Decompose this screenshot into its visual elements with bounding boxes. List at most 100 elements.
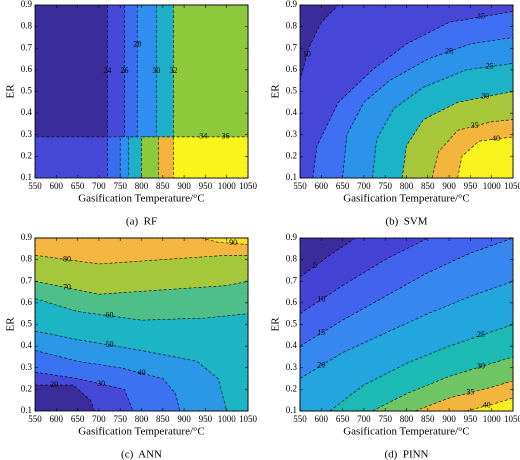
y-tick-label: 0.2	[21, 383, 32, 393]
contour-label: 25	[486, 61, 494, 70]
y-tick-label: 0.5	[21, 86, 33, 96]
contour-label: 40	[492, 134, 500, 143]
y-tick-label: 0.1	[286, 405, 297, 415]
contour-label: 25	[477, 330, 485, 339]
x-tick-label: 850	[156, 414, 170, 424]
y-tick-label: 0.9	[286, 0, 298, 9]
x-axis-label: Gasification Temperature/°C	[343, 193, 470, 205]
x-tick-label: 800	[400, 414, 414, 424]
y-tick-label: 0.6	[286, 64, 298, 74]
y-tick-label: 0.8	[286, 254, 298, 264]
contour-label: 40	[138, 368, 146, 377]
x-tick-label: 650	[336, 181, 350, 191]
y-tick-label: 0.4	[21, 107, 33, 117]
contour-label: 15	[317, 328, 325, 337]
y-tick-label: 0.2	[286, 150, 297, 160]
y-tick-label: 0.4	[21, 340, 33, 350]
x-tick-label: 650	[71, 414, 85, 424]
x-tick-label: 850	[156, 181, 170, 191]
x-tick-label: 900	[442, 181, 456, 191]
y-tick-label: 0.1	[21, 172, 32, 182]
x-tick-label: 650	[71, 181, 85, 191]
y-tick-label: 0.4	[286, 340, 298, 350]
contour-label: 30	[481, 92, 489, 101]
x-tick-label: 1000	[218, 414, 237, 424]
contour-label: 24	[103, 66, 111, 75]
y-tick-label: 0.2	[286, 383, 297, 393]
y-tick-label: 0.9	[286, 232, 298, 242]
y-axis-label: ER	[5, 317, 17, 332]
y-tick-label: 0.1	[286, 172, 297, 182]
x-tick-label: 750	[378, 181, 392, 191]
y-tick-label: 0.9	[21, 232, 33, 242]
x-tick-label: 700	[92, 181, 106, 191]
caption: (d) PINN	[385, 449, 429, 460]
caption: (a) RF	[126, 216, 157, 228]
x-tick-label: 950	[199, 414, 213, 424]
x-tick-label: 850	[421, 414, 435, 424]
contour-label: 20	[317, 360, 325, 369]
caption: (b) SVM	[385, 216, 427, 228]
x-tick-label: 1000	[483, 414, 502, 424]
y-tick-label: 0.6	[21, 297, 33, 307]
x-axis-label: Gasification Temperature/°C	[78, 193, 205, 205]
y-tick-label: 0.8	[21, 21, 33, 31]
contour-label: 70	[63, 283, 71, 292]
x-tick-label: 1050	[239, 414, 258, 424]
y-tick-label: 0.5	[286, 86, 298, 96]
y-tick-label: 0.5	[286, 319, 298, 329]
y-tick-label: 0.9	[21, 0, 33, 9]
y-tick-label: 0.3	[286, 129, 298, 139]
x-tick-label: 1050	[504, 181, 520, 191]
y-tick-label: 0.6	[286, 297, 298, 307]
x-tick-label: 1050	[504, 414, 520, 424]
x-tick-label: 950	[199, 181, 213, 191]
contour-label: 10	[317, 294, 325, 303]
x-tick-label: 700	[357, 414, 371, 424]
contour-label: 32	[169, 66, 177, 75]
contour-label: 28	[133, 39, 141, 48]
y-tick-label: 0.3	[21, 362, 33, 372]
contour-region	[457, 136, 514, 179]
y-axis-label: ER	[270, 84, 282, 99]
y-tick-label: 0.2	[21, 150, 32, 160]
x-tick-label: 750	[113, 181, 127, 191]
contour-label: 34	[199, 132, 207, 141]
x-tick-label: 800	[135, 181, 149, 191]
y-tick-label: 0.3	[21, 129, 33, 139]
x-tick-label: 900	[442, 414, 456, 424]
x-tick-label: 600	[50, 181, 64, 191]
contour-region	[173, 136, 249, 179]
contour-label: 80	[63, 254, 71, 263]
contour-label: 20	[50, 380, 58, 389]
y-tick-label: 0.7	[21, 42, 33, 52]
x-tick-label: 950	[464, 181, 478, 191]
contour-label: 40	[483, 401, 491, 410]
x-tick-label: 600	[315, 414, 329, 424]
x-tick-label: 750	[378, 414, 392, 424]
x-tick-label: 600	[315, 181, 329, 191]
contour-label: 30	[477, 361, 485, 370]
caption: (c) ANN	[121, 449, 162, 460]
x-tick-label: 900	[177, 414, 191, 424]
x-tick-label: 650	[336, 414, 350, 424]
y-tick-label: 0.6	[21, 64, 33, 74]
x-tick-label: 550	[28, 181, 42, 191]
y-axis-label: ER	[270, 317, 282, 332]
contour-label: 90	[229, 238, 237, 247]
x-tick-label: 600	[50, 414, 64, 424]
x-tick-label: 700	[92, 414, 106, 424]
x-axis-label: Gasification Temperature/°C	[78, 426, 205, 438]
x-tick-label: 1050	[239, 181, 258, 191]
y-tick-label: 0.8	[21, 254, 33, 264]
contour-label: 30	[152, 66, 160, 75]
y-axis-label: ER	[5, 84, 17, 99]
y-tick-label: 0.7	[286, 275, 298, 285]
x-tick-label: 800	[135, 414, 149, 424]
y-tick-label: 0.4	[286, 107, 298, 117]
y-tick-label: 0.7	[21, 275, 33, 285]
contour-label: 26	[120, 66, 128, 75]
contour-label: 35	[471, 121, 479, 130]
x-tick-label: 1000	[218, 181, 237, 191]
